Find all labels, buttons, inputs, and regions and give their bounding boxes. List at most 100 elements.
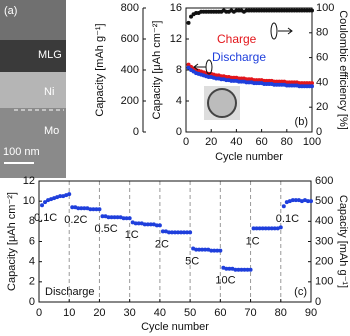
- data-point: [251, 226, 256, 231]
- y2-tick-label: 300: [315, 235, 333, 247]
- data-point: [248, 267, 253, 272]
- rate-label: 0.1C: [276, 213, 299, 225]
- y3-tick-label: 0: [133, 126, 139, 138]
- x-tick-label: 80: [281, 136, 293, 148]
- x-tick-label: 100: [303, 136, 321, 148]
- data-point: [145, 222, 150, 227]
- image-region: [0, 40, 66, 72]
- data-point: [203, 247, 208, 252]
- data-point: [133, 221, 138, 226]
- data-point: [269, 226, 274, 231]
- data-point: [124, 216, 129, 221]
- y-tick-label: 4: [176, 95, 182, 107]
- data-point: [242, 267, 247, 272]
- y3-tick-label: 600: [121, 33, 139, 45]
- y2-tick-label: 80: [316, 27, 328, 39]
- y-axis-title: Capacity [μAh cm⁻²]: [151, 21, 163, 120]
- x-axis-title: Cycle number: [215, 151, 283, 163]
- y-axis-title: Capacity [μAh cm⁻²]: [6, 192, 18, 291]
- data-point: [209, 248, 214, 253]
- data-point: [52, 196, 57, 201]
- y2-axis-title: Coulombic efficiency [%]: [337, 10, 349, 130]
- data-point: [185, 230, 190, 235]
- coin-inset: [204, 86, 240, 120]
- data-point: [79, 206, 84, 211]
- y2-axis-title: Capacity [mAh g⁻¹]: [337, 195, 349, 288]
- x-tick-label: 40: [230, 136, 242, 148]
- x-tick-label: 50: [184, 307, 196, 319]
- y-tick-label: 8: [176, 64, 182, 76]
- data-point: [233, 267, 238, 272]
- y-tick-label: 16: [170, 2, 182, 14]
- series-marker-ring: [270, 22, 278, 40]
- x-tick-label: 40: [154, 307, 166, 319]
- data-point: [218, 248, 223, 253]
- y-tick-label: 6: [29, 235, 35, 247]
- rate-label: 10C: [215, 275, 235, 287]
- y2-tick-label: 0: [315, 296, 321, 308]
- x-tick-label: 70: [244, 307, 256, 319]
- rate-label: 0.1C: [34, 212, 57, 224]
- micrograph: (a) MLG Ni Mo 100 nm: [0, 0, 66, 178]
- data-point: [130, 220, 135, 225]
- image-region: [0, 72, 66, 108]
- data-point: [46, 198, 51, 203]
- x-tick-label: 60: [214, 307, 226, 319]
- data-point: [67, 192, 72, 197]
- y2-tick-label: 200: [315, 256, 333, 268]
- data-point: [100, 214, 105, 219]
- x-tick-label: 90: [305, 307, 317, 319]
- data-point: [293, 198, 298, 203]
- data-point: [189, 14, 194, 19]
- y2-tick-label: 100: [316, 2, 334, 14]
- rate-label: 0.5C: [94, 223, 117, 235]
- data-point: [194, 247, 199, 252]
- data-point: [106, 215, 111, 220]
- y3-tick-label: 800: [121, 2, 139, 14]
- data-point: [290, 198, 295, 203]
- y2-tick-label: 600: [315, 175, 333, 187]
- data-point: [281, 204, 286, 209]
- data-point: [73, 205, 78, 210]
- data-point: [97, 207, 102, 212]
- layer-label: Mo: [44, 125, 59, 137]
- data-point: [136, 221, 141, 226]
- data-point: [142, 222, 147, 227]
- data-point: [94, 207, 99, 212]
- data-point: [310, 8, 314, 13]
- rate-label: 5C: [185, 255, 199, 267]
- data-point: [239, 267, 244, 272]
- x-tick-label: 20: [205, 136, 217, 148]
- coin-cell: [207, 88, 237, 118]
- data-point: [230, 266, 235, 271]
- data-point: [266, 226, 271, 231]
- data-point: [91, 207, 96, 212]
- y-tick-label: 12: [23, 175, 35, 187]
- data-point: [257, 226, 262, 231]
- y3-tick-label: 400: [121, 64, 139, 76]
- x-tick-label: 30: [124, 307, 136, 319]
- data-point: [82, 206, 87, 211]
- data-point: [186, 65, 191, 70]
- data-point: [61, 194, 66, 199]
- data-point: [215, 248, 220, 253]
- y2-tick-label: 100: [315, 276, 333, 288]
- y2-tick-label: 40: [316, 76, 328, 88]
- y2-tick-label: 500: [315, 195, 333, 207]
- axis-arrow: [278, 27, 293, 35]
- data-point: [70, 205, 75, 210]
- data-point: [169, 230, 174, 235]
- y-tick-label: 0: [29, 296, 35, 308]
- plot-frame: [38, 180, 312, 303]
- data-point: [55, 195, 60, 200]
- data-point: [64, 193, 69, 198]
- y3-axis-title: Capacity [mAh g⁻¹]: [94, 23, 106, 116]
- data-point: [197, 247, 202, 252]
- scale-bar-label: 100 nm: [3, 146, 40, 158]
- panel-label: (a): [4, 5, 17, 17]
- data-point: [236, 267, 241, 272]
- y-tick-label: 4: [29, 256, 35, 268]
- data-point: [284, 200, 289, 205]
- legend-label: Charge: [217, 32, 257, 46]
- panel-label: (c): [294, 286, 307, 298]
